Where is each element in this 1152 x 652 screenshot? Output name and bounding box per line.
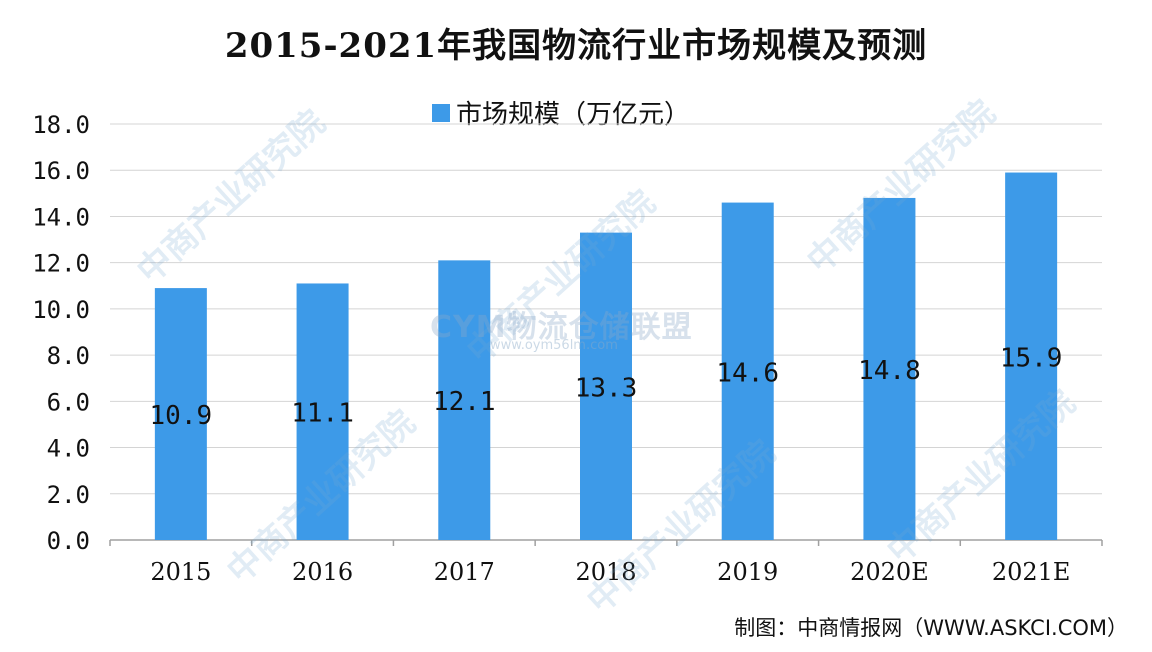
y-tick-label: 0.0 (47, 527, 90, 555)
x-tick-label: 2017 (434, 558, 495, 586)
x-tick-label: 2015 (150, 558, 211, 586)
y-tick-label: 6.0 (47, 388, 90, 416)
bar (863, 197, 916, 540)
data-label: 14.6 (716, 358, 779, 388)
axes: 0.0 2.0 4.0 6.0 8.0 10.0 12.0 14.0 16.0 18.0 2015 2… (32, 111, 1103, 586)
data-labels: 10.9 11.1 12.1 13.3 14.6 14.8 15.9 (150, 343, 1063, 431)
x-tick-label: 2018 (575, 558, 636, 586)
x-tick-label: 2020E (850, 558, 929, 586)
bars (154, 172, 1058, 541)
watermark-overlay-text: CYM物流仓储联盟 (430, 310, 693, 345)
bar (580, 232, 632, 540)
y-tick-label: 8.0 (47, 342, 90, 370)
source-note: 制图：中商情报网（WWW.ASKCI.COM） (734, 616, 1128, 640)
watermark-overlay: CYM物流仓储联盟 (430, 302, 693, 346)
y-tick-label: 10.0 (32, 296, 90, 324)
chart-title: 2015-2021年我国物流行业市场规模及预测 (224, 26, 928, 66)
x-tick-label: 2019 (717, 558, 778, 586)
bar (1005, 172, 1058, 541)
legend: 市场规模（万亿元） (432, 94, 690, 131)
legend-label: 市场规模（万亿元） (456, 100, 691, 130)
x-tick-label: 2016 (292, 558, 353, 586)
bar (296, 283, 349, 540)
data-label: 13.3 (575, 373, 638, 403)
data-label: 10.9 (150, 401, 213, 431)
data-label: 12.1 (433, 387, 496, 417)
data-label: 11.1 (291, 399, 354, 429)
y-tick-label: 4.0 (47, 435, 90, 463)
bar (438, 260, 491, 540)
y-tick-label: 14.0 (32, 203, 90, 231)
y-tick-label: 2.0 (47, 481, 90, 509)
data-label: 14.8 (858, 356, 921, 386)
legend-swatch (432, 103, 450, 122)
data-label: 15.9 (1000, 343, 1063, 373)
x-tick-label: 2021E (992, 558, 1071, 586)
y-tick-label: 16.0 (32, 157, 90, 185)
y-tick-label: 18.0 (32, 111, 90, 139)
bar (721, 202, 774, 541)
watermark-overlay-url: www.oym56lm.com (490, 338, 618, 353)
y-tick-label: 12.0 (32, 250, 90, 278)
bar (154, 288, 207, 540)
